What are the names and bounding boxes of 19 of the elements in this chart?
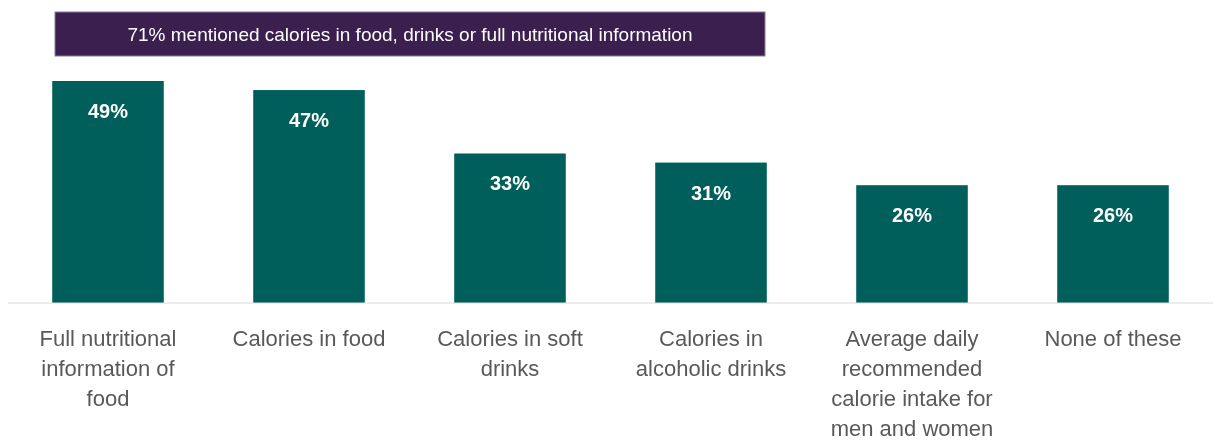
x-tick-label: Full nutritional information of food [39, 326, 177, 411]
bar [655, 162, 767, 303]
data-label: 26% [891, 204, 933, 227]
bar [52, 81, 164, 303]
bar [253, 90, 365, 303]
data-label: 33% [489, 172, 531, 195]
x-tick-label: Calories in soft drinks [437, 326, 583, 381]
data-label: 31% [690, 181, 732, 204]
x-tick-label: Average daily recommended calorie intake for men and women [830, 326, 994, 441]
bar [856, 185, 968, 303]
bar [454, 153, 566, 303]
data-label: 49% [87, 100, 129, 122]
chart-title: 71% mentioned calories in food, drinks or full nutritional information [127, 24, 693, 45]
x-tick-label: Calories in alcoholic drinks [635, 326, 787, 381]
data-label: 47% [288, 109, 330, 132]
x-tick-label: Calories in food [232, 326, 386, 351]
x-tick-label: None of these [1044, 326, 1182, 351]
bar [1057, 185, 1169, 303]
data-label: 26% [1092, 204, 1134, 227]
